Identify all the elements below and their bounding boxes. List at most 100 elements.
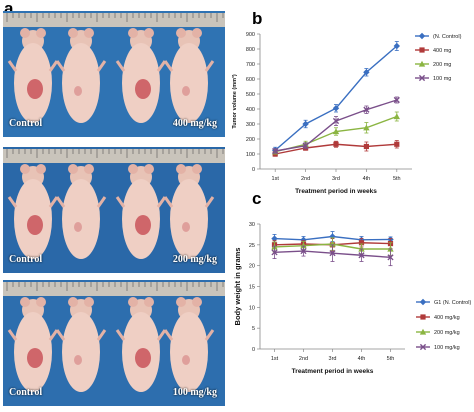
mice-image [3,280,225,406]
data-point [420,314,426,320]
mouse-body [62,179,100,259]
photo-label-dose: 100 mg/kg [172,387,217,398]
mouse-ear [128,28,138,38]
mouse-ear [20,164,30,174]
y-tick-label: 700 [246,62,255,68]
tumor [182,355,190,365]
data-point [271,235,278,242]
x-tick-label: 2nd [299,356,308,362]
x-tick-label: 3rd [332,176,340,182]
mouse-leg [156,196,167,208]
tumor [182,222,190,232]
legend: G1 (N. Control) 400 mg/kg 200 mg/kg 100 mg/… [416,298,471,351]
legend-label: (N. Control) [433,34,462,40]
mouse [115,164,167,259]
data-point [393,96,400,104]
mouse-photo-400: Control 400 mg/kg [3,11,225,137]
mouse-body [62,43,100,123]
mouse-ear [144,164,154,174]
mouse-leg [55,329,66,341]
mouse-leg [115,60,126,72]
x-axis-title: Treatment period in weeks [292,368,374,375]
data-point [418,32,426,40]
y-tick-label: 10 [249,305,255,311]
x-tick-label: 2nd [301,176,310,182]
mouse-leg [163,329,174,341]
mouse-ear [128,164,138,174]
mouse-leg [115,196,126,208]
data-point [419,328,427,335]
photo-label-control: Control [9,254,43,265]
mice-image [3,11,225,137]
data-point [329,250,336,257]
mouse-leg [48,329,59,341]
x-tick-label: 4th [363,176,371,182]
tumor [135,348,151,368]
mouse-leg [96,329,107,341]
data-point [271,249,278,256]
y-tick-label: 5 [252,326,255,332]
series-3 [272,96,400,155]
mouse-leg [7,60,18,72]
mouse-leg [48,60,59,72]
mouse [115,28,167,123]
data-point [419,298,427,306]
mouse-ear [192,28,202,38]
mouse-ear [192,164,202,174]
tumor [74,86,82,96]
series-0 [272,41,400,154]
legend-label: 400 mg/kg [434,315,460,321]
x-axis-title: Treatment period in weeks [295,188,377,195]
mouse-ear [144,297,154,307]
ruler [3,149,225,163]
data-point [419,47,425,53]
y-tick-label: 600 [246,77,255,83]
data-point [300,247,307,255]
mouse [163,297,215,392]
y-tick-label: 500 [246,92,255,98]
data-point [419,343,427,351]
y-tick-label: 0 [252,167,255,173]
body-weight-chart: 0 5 10 15 20 25 30 1st 2nd 3rd 4th 5th Treatment per… [233,222,471,375]
y-tick-label: 0 [252,347,255,353]
tumor [27,215,43,235]
tumor [74,222,82,232]
mouse [163,164,215,259]
mouse-leg [163,196,174,208]
panel-letter-a: a [4,0,14,18]
data-point [332,117,340,125]
mouse-leg [48,196,59,208]
mouse-ear [68,164,78,174]
mouse-ear [36,28,46,38]
mouse-leg [163,60,174,72]
mouse-ear [84,28,94,38]
mouse-ear [36,297,46,307]
mouse-ear [128,297,138,307]
tumor [135,79,151,99]
data-point [418,74,426,82]
mouse-leg [156,60,167,72]
data-point [329,233,336,240]
data-point [387,254,394,261]
mouse-leg [7,196,18,208]
x-tick-label: 1st [271,356,279,362]
data-point [300,236,307,244]
y-tick-label: 25 [249,243,255,249]
data-point [363,124,370,131]
mouse-leg [7,329,18,341]
mouse-ear [84,297,94,307]
mouse-leg [204,60,215,72]
y-tick-label: 15 [249,285,255,291]
y-tick-label: 20 [249,264,255,270]
data-point [363,143,369,150]
mouse [55,297,107,392]
y-tick-label: 800 [246,47,255,53]
mouse-leg [96,196,107,208]
x-tick-label: 3rd [329,356,337,362]
mouse-ear [20,28,30,38]
data-point [300,242,307,249]
mouse-leg [55,60,66,72]
mouse [163,28,215,123]
legend: (N. Control) 400 mg 200 mg 100 mg [415,32,462,82]
mouse [55,164,107,259]
